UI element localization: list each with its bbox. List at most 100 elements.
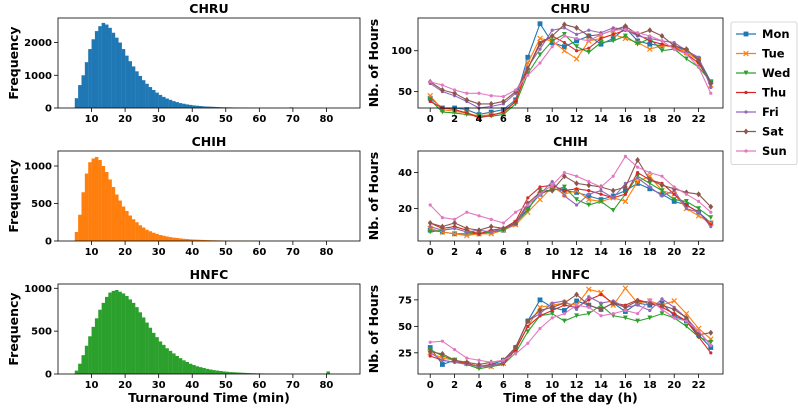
x-tick-label: 80: [319, 380, 333, 391]
data-point: [660, 308, 663, 311]
histogram-bar: [98, 160, 102, 241]
histogram-bar: [75, 98, 79, 108]
histogram-bar: [162, 97, 166, 108]
histogram-bar: [132, 303, 136, 374]
data-point: [526, 203, 529, 206]
data-point: [685, 207, 688, 210]
x-tick-label: 40: [185, 380, 199, 391]
data-point: [599, 314, 602, 317]
histogram-bar: [219, 371, 223, 374]
data-point: [624, 28, 627, 31]
y-tick-label: 0: [45, 370, 52, 381]
x-tick-label: 2: [451, 247, 458, 258]
data-point: [538, 297, 543, 302]
histogram-bar: [159, 341, 163, 374]
data-point: [660, 175, 663, 178]
series-sun: [429, 28, 713, 98]
x-tick-label: 20: [667, 380, 681, 391]
data-point: [709, 92, 712, 95]
data-point: [697, 211, 700, 214]
panel-title: CHRU: [189, 1, 228, 16]
x-tick-label: 18: [643, 114, 657, 125]
series-mon: [428, 21, 713, 117]
x-tick-label: 30: [152, 380, 166, 391]
x-tick-label: 70: [286, 114, 300, 125]
histogram-bar: [155, 93, 159, 108]
x-tick-label: 12: [570, 247, 584, 258]
data-point: [612, 29, 615, 32]
histogram-bar: [135, 307, 139, 374]
data-point: [465, 92, 468, 95]
histogram-bar: [145, 230, 149, 241]
x-tick-label: 0: [427, 380, 434, 391]
data-point: [490, 230, 493, 233]
legend-label: Sun: [762, 144, 787, 158]
histogram-bar: [112, 187, 116, 241]
histogram-bar: [102, 303, 106, 374]
data-point: [587, 306, 590, 309]
data-point: [501, 98, 506, 104]
legend-marker: [744, 110, 747, 113]
histogram-bar: [139, 312, 143, 374]
x-axis-label: Turnaround Time (min): [128, 390, 290, 405]
data-point: [636, 171, 639, 174]
histogram-bar: [175, 102, 179, 108]
histogram-bar: [135, 222, 139, 241]
data-point: [526, 74, 529, 77]
panel-title: CHIH: [192, 134, 227, 149]
data-point: [599, 193, 602, 196]
histogram-bar: [102, 166, 106, 241]
data-point: [563, 41, 566, 44]
data-point: [647, 27, 652, 33]
histogram-bar: [118, 201, 122, 242]
series-sat: [428, 22, 713, 107]
y-tick-label: 1000: [24, 71, 52, 82]
histogram-bar: [142, 228, 146, 242]
legend-label: Mon: [762, 27, 790, 41]
x-tick-label: 20: [118, 380, 132, 391]
series-sat: [428, 292, 713, 368]
histogram-bar: [149, 87, 153, 108]
data-point: [477, 359, 480, 362]
data-point: [465, 211, 468, 214]
x-tick-label: 6: [500, 247, 507, 258]
data-point: [489, 224, 494, 230]
data-point: [574, 25, 579, 31]
histogram-bar: [112, 33, 116, 108]
x-tick-label: 16: [618, 247, 632, 258]
data-point: [636, 312, 639, 315]
axes-frame: [418, 284, 723, 374]
data-point: [575, 187, 578, 190]
x-tick-label: 60: [252, 380, 266, 391]
histogram-bar: [85, 62, 89, 108]
data-point: [514, 211, 517, 214]
data-point: [429, 341, 432, 344]
histogram-bar: [122, 293, 126, 374]
x-tick-label: 10: [545, 380, 559, 391]
data-point: [575, 175, 578, 178]
legend-marker: [744, 32, 749, 37]
data-point: [490, 218, 493, 221]
x-tick-label: 14: [594, 114, 608, 125]
data-point: [648, 309, 651, 312]
data-point: [538, 21, 543, 26]
histogram-bar: [179, 358, 183, 374]
data-point: [526, 325, 529, 328]
y-tick-label: 25: [398, 348, 412, 359]
data-point: [587, 189, 590, 192]
x-tick-label: 12: [570, 114, 584, 125]
data-point: [574, 197, 579, 202]
y-tick-label: 40: [398, 168, 412, 179]
series-line: [430, 29, 711, 96]
data-point: [490, 361, 493, 364]
histogram-bar: [95, 157, 99, 241]
x-tick-label: 50: [219, 114, 233, 125]
histogram-bar: [122, 49, 126, 108]
x-tick-label: 40: [185, 114, 199, 125]
data-point: [428, 220, 433, 226]
data-point: [708, 215, 713, 220]
y-axis-label: Frequency: [6, 292, 21, 365]
x-tick-label: 20: [118, 247, 132, 258]
